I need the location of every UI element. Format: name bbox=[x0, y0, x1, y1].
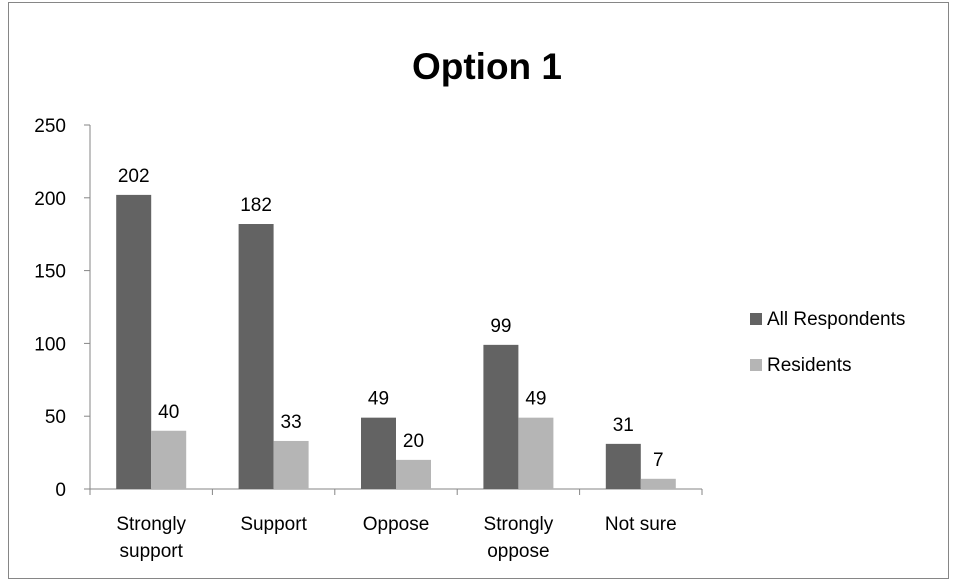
y-tick-label: 100 bbox=[34, 334, 66, 355]
data-label: 202 bbox=[118, 166, 150, 187]
x-tick-label: Not sure bbox=[605, 514, 677, 535]
bar bbox=[640, 478, 676, 489]
x-tick-label: Oppose bbox=[363, 514, 430, 535]
legend-swatch bbox=[750, 359, 762, 371]
bar bbox=[273, 440, 309, 489]
data-label: 40 bbox=[158, 402, 179, 423]
data-label: 49 bbox=[368, 389, 389, 410]
y-tick-label: 200 bbox=[34, 189, 66, 210]
x-tick-label: Strongly bbox=[484, 514, 554, 535]
x-tick-label: Support bbox=[240, 514, 307, 535]
bar bbox=[483, 344, 519, 489]
bar bbox=[361, 417, 396, 489]
bar bbox=[605, 443, 641, 489]
legend-swatch bbox=[750, 313, 762, 325]
data-label: 20 bbox=[403, 431, 424, 452]
data-label: 33 bbox=[281, 412, 302, 433]
x-tick-label: Strongly bbox=[116, 514, 186, 535]
legend-label: Residents bbox=[767, 355, 852, 376]
y-tick-label: 0 bbox=[55, 480, 66, 501]
x-tick-label: oppose bbox=[487, 541, 549, 562]
data-label: 7 bbox=[653, 450, 664, 471]
data-label: 49 bbox=[525, 389, 546, 410]
bar bbox=[116, 194, 152, 489]
data-label: 99 bbox=[490, 316, 511, 337]
data-label: 31 bbox=[613, 415, 634, 436]
chart-title: Option 1 bbox=[412, 46, 562, 87]
y-tick-label: 50 bbox=[45, 407, 66, 428]
bar bbox=[396, 459, 431, 489]
bar bbox=[518, 417, 554, 489]
data-label: 182 bbox=[240, 195, 272, 216]
y-tick-label: 150 bbox=[34, 262, 66, 283]
x-tick-label: support bbox=[120, 541, 184, 562]
bar bbox=[238, 224, 274, 489]
bar bbox=[151, 430, 187, 489]
y-tick-label: 250 bbox=[34, 116, 66, 137]
legend-label: All Respondents bbox=[767, 309, 905, 330]
